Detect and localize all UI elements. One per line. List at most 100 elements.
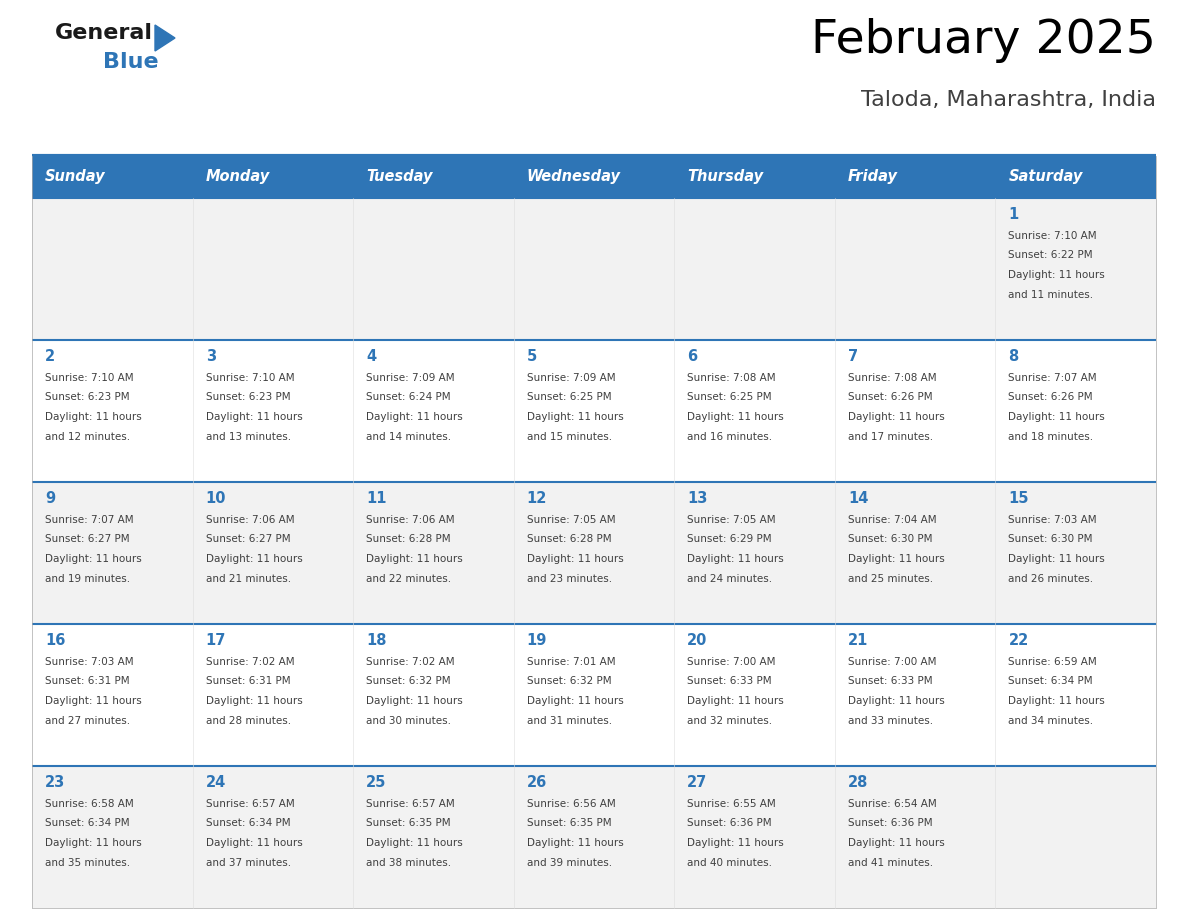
Text: Daylight: 11 hours: Daylight: 11 hours xyxy=(206,838,302,848)
Text: and 39 minutes.: and 39 minutes. xyxy=(526,857,612,868)
Text: and 38 minutes.: and 38 minutes. xyxy=(366,857,451,868)
Bar xyxy=(513,156,675,198)
Bar xyxy=(32,766,1156,908)
Text: and 34 minutes.: and 34 minutes. xyxy=(1009,715,1093,725)
Text: Sunset: 6:30 PM: Sunset: 6:30 PM xyxy=(1009,534,1093,544)
Text: and 30 minutes.: and 30 minutes. xyxy=(366,715,451,725)
Bar xyxy=(32,482,1156,624)
Text: Daylight: 11 hours: Daylight: 11 hours xyxy=(366,838,463,848)
Text: and 11 minutes.: and 11 minutes. xyxy=(1009,289,1093,299)
Text: Friday: Friday xyxy=(848,170,898,185)
Text: Sunset: 6:26 PM: Sunset: 6:26 PM xyxy=(1009,393,1093,402)
Text: Sunrise: 7:02 AM: Sunrise: 7:02 AM xyxy=(206,657,295,667)
Text: Daylight: 11 hours: Daylight: 11 hours xyxy=(688,696,784,706)
Bar xyxy=(192,156,353,198)
Text: Sunset: 6:34 PM: Sunset: 6:34 PM xyxy=(1009,677,1093,687)
Text: and 14 minutes.: and 14 minutes. xyxy=(366,431,451,442)
Text: Daylight: 11 hours: Daylight: 11 hours xyxy=(1009,554,1105,564)
Text: and 26 minutes.: and 26 minutes. xyxy=(1009,574,1093,584)
Text: 5: 5 xyxy=(526,349,537,364)
Text: 28: 28 xyxy=(848,775,868,790)
Text: Daylight: 11 hours: Daylight: 11 hours xyxy=(45,838,141,848)
Text: Sunrise: 7:09 AM: Sunrise: 7:09 AM xyxy=(526,373,615,383)
Text: Sunset: 6:26 PM: Sunset: 6:26 PM xyxy=(848,393,933,402)
Text: Sunrise: 6:57 AM: Sunrise: 6:57 AM xyxy=(206,799,295,809)
Text: and 25 minutes.: and 25 minutes. xyxy=(848,574,933,584)
Text: Sunset: 6:30 PM: Sunset: 6:30 PM xyxy=(848,534,933,544)
Text: Sunset: 6:23 PM: Sunset: 6:23 PM xyxy=(45,393,129,402)
Text: Daylight: 11 hours: Daylight: 11 hours xyxy=(206,554,302,564)
Text: Daylight: 11 hours: Daylight: 11 hours xyxy=(45,696,141,706)
Text: Sunset: 6:25 PM: Sunset: 6:25 PM xyxy=(688,393,772,402)
Text: 17: 17 xyxy=(206,633,226,648)
Text: 25: 25 xyxy=(366,775,386,790)
Text: and 21 minutes.: and 21 minutes. xyxy=(206,574,291,584)
Bar xyxy=(32,624,1156,766)
Text: Sunrise: 7:00 AM: Sunrise: 7:00 AM xyxy=(848,657,936,667)
Bar xyxy=(32,340,1156,482)
Text: Sunset: 6:23 PM: Sunset: 6:23 PM xyxy=(206,393,290,402)
Text: Daylight: 11 hours: Daylight: 11 hours xyxy=(1009,270,1105,280)
Text: Sunset: 6:36 PM: Sunset: 6:36 PM xyxy=(848,819,933,829)
Text: 14: 14 xyxy=(848,491,868,506)
Bar xyxy=(32,156,192,198)
Text: Sunset: 6:22 PM: Sunset: 6:22 PM xyxy=(1009,251,1093,261)
Text: 13: 13 xyxy=(688,491,708,506)
Text: 16: 16 xyxy=(45,633,65,648)
Text: Daylight: 11 hours: Daylight: 11 hours xyxy=(526,554,624,564)
Text: Sunset: 6:35 PM: Sunset: 6:35 PM xyxy=(526,819,612,829)
Text: and 12 minutes.: and 12 minutes. xyxy=(45,431,131,442)
Text: Daylight: 11 hours: Daylight: 11 hours xyxy=(206,696,302,706)
Text: Daylight: 11 hours: Daylight: 11 hours xyxy=(1009,696,1105,706)
Text: and 33 minutes.: and 33 minutes. xyxy=(848,715,933,725)
Text: Thursday: Thursday xyxy=(688,170,764,185)
Text: Sunset: 6:35 PM: Sunset: 6:35 PM xyxy=(366,819,450,829)
Text: 3: 3 xyxy=(206,349,216,364)
Text: Sunrise: 6:54 AM: Sunrise: 6:54 AM xyxy=(848,799,936,809)
Text: Sunrise: 6:57 AM: Sunrise: 6:57 AM xyxy=(366,799,455,809)
Text: and 27 minutes.: and 27 minutes. xyxy=(45,715,131,725)
Text: Daylight: 11 hours: Daylight: 11 hours xyxy=(1009,412,1105,422)
Text: Sunset: 6:34 PM: Sunset: 6:34 PM xyxy=(45,819,129,829)
Text: 1: 1 xyxy=(1009,207,1018,222)
Text: Sunset: 6:34 PM: Sunset: 6:34 PM xyxy=(206,819,290,829)
Text: 11: 11 xyxy=(366,491,386,506)
Text: and 40 minutes.: and 40 minutes. xyxy=(688,857,772,868)
Text: and 41 minutes.: and 41 minutes. xyxy=(848,857,933,868)
Text: Sunrise: 7:04 AM: Sunrise: 7:04 AM xyxy=(848,515,936,525)
Text: Sunset: 6:33 PM: Sunset: 6:33 PM xyxy=(688,677,772,687)
Text: Sunset: 6:32 PM: Sunset: 6:32 PM xyxy=(366,677,450,687)
Text: 8: 8 xyxy=(1009,349,1018,364)
Text: Sunrise: 7:10 AM: Sunrise: 7:10 AM xyxy=(206,373,295,383)
Bar xyxy=(353,156,513,198)
Polygon shape xyxy=(154,25,175,51)
Text: Sunrise: 7:01 AM: Sunrise: 7:01 AM xyxy=(526,657,615,667)
Text: Sunset: 6:32 PM: Sunset: 6:32 PM xyxy=(526,677,612,687)
Text: 22: 22 xyxy=(1009,633,1029,648)
Text: Sunrise: 6:55 AM: Sunrise: 6:55 AM xyxy=(688,799,776,809)
Text: 19: 19 xyxy=(526,633,548,648)
Text: 15: 15 xyxy=(1009,491,1029,506)
Text: Sunrise: 7:06 AM: Sunrise: 7:06 AM xyxy=(366,515,455,525)
Bar xyxy=(835,156,996,198)
Text: Tuesday: Tuesday xyxy=(366,170,432,185)
Text: and 16 minutes.: and 16 minutes. xyxy=(688,431,772,442)
Text: Sunrise: 7:03 AM: Sunrise: 7:03 AM xyxy=(1009,515,1097,525)
Text: Daylight: 11 hours: Daylight: 11 hours xyxy=(688,412,784,422)
Text: and 35 minutes.: and 35 minutes. xyxy=(45,857,131,868)
Text: Sunrise: 7:00 AM: Sunrise: 7:00 AM xyxy=(688,657,776,667)
Text: Daylight: 11 hours: Daylight: 11 hours xyxy=(848,412,944,422)
Text: 4: 4 xyxy=(366,349,377,364)
Text: Sunset: 6:36 PM: Sunset: 6:36 PM xyxy=(688,819,772,829)
Text: Daylight: 11 hours: Daylight: 11 hours xyxy=(688,554,784,564)
Text: 7: 7 xyxy=(848,349,858,364)
Text: Taloda, Maharashtra, India: Taloda, Maharashtra, India xyxy=(861,90,1156,110)
Text: Sunset: 6:24 PM: Sunset: 6:24 PM xyxy=(366,393,450,402)
Text: Sunset: 6:28 PM: Sunset: 6:28 PM xyxy=(366,534,450,544)
Text: Sunrise: 7:10 AM: Sunrise: 7:10 AM xyxy=(45,373,133,383)
Bar xyxy=(675,156,835,198)
Text: and 19 minutes.: and 19 minutes. xyxy=(45,574,131,584)
Text: 20: 20 xyxy=(688,633,708,648)
Text: Sunset: 6:29 PM: Sunset: 6:29 PM xyxy=(688,534,772,544)
Text: Sunset: 6:27 PM: Sunset: 6:27 PM xyxy=(45,534,129,544)
